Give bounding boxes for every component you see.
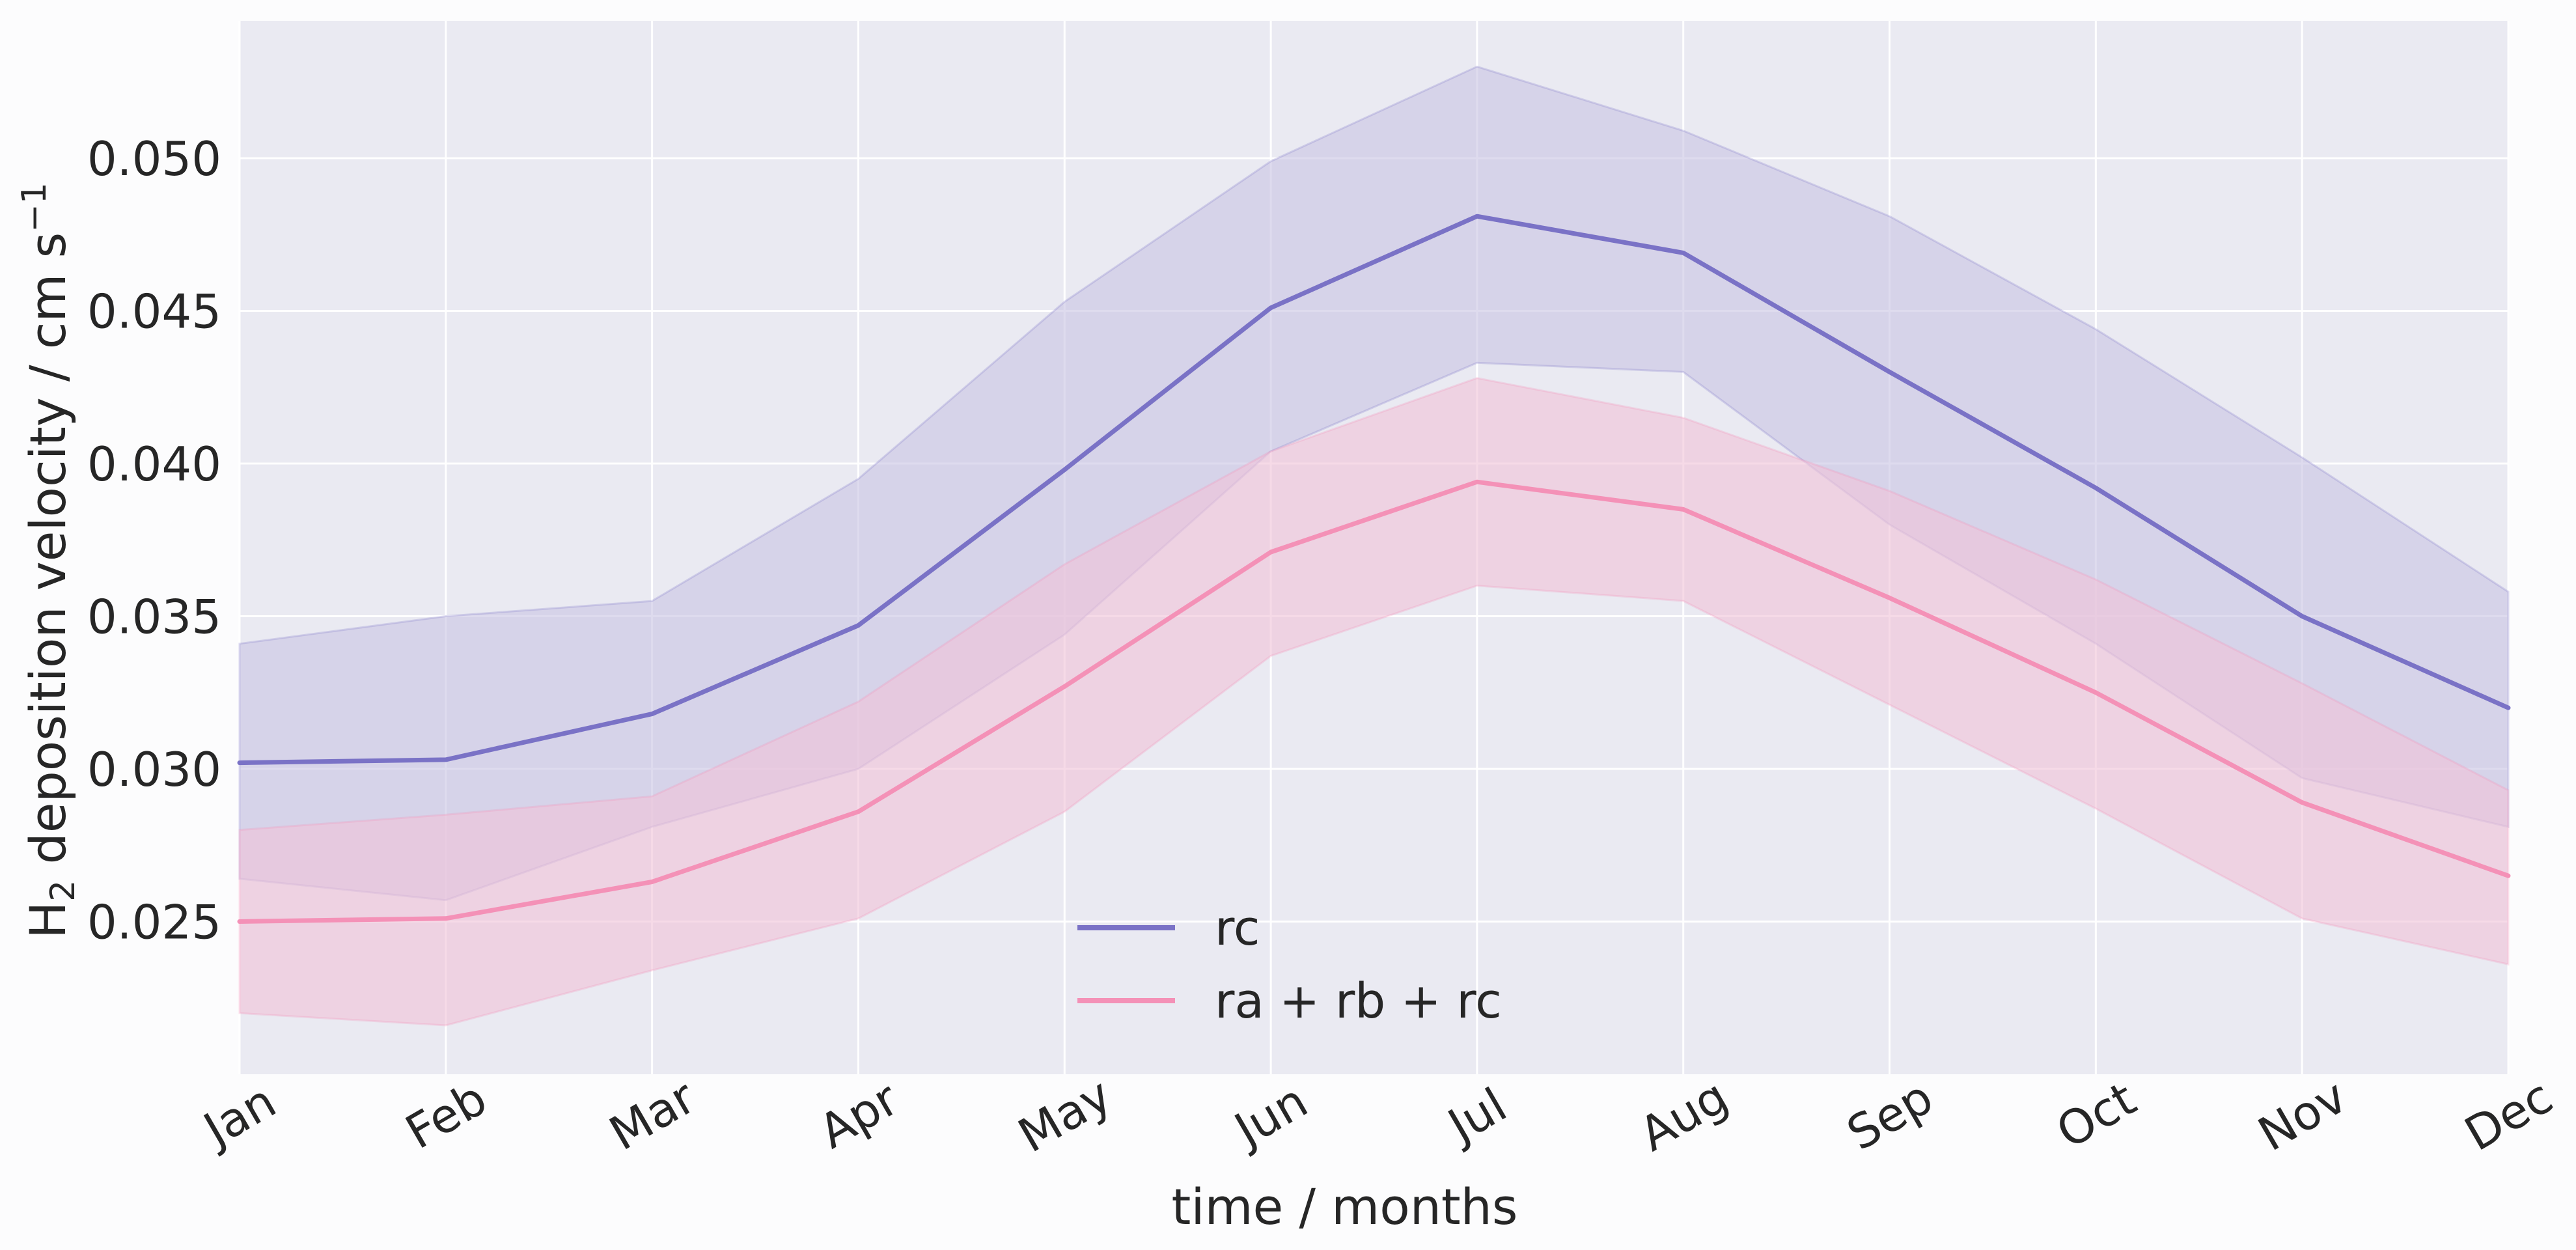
y-tick-label: 0.050 bbox=[87, 132, 221, 186]
series-line-rc bbox=[237, 214, 2511, 766]
data-point-ra-rb-rc bbox=[1476, 480, 1478, 483]
legend-label: rc bbox=[1215, 900, 1260, 956]
x-tick-label: Mar bbox=[600, 1069, 704, 1161]
lines-group bbox=[237, 214, 2511, 924]
x-axis-label: time / months bbox=[1172, 1178, 1518, 1236]
x-tick-label: Sep bbox=[1838, 1070, 1942, 1161]
y-tick-label: 0.035 bbox=[87, 590, 221, 645]
data-point-ra-rb-rc bbox=[651, 881, 654, 883]
data-point-rc bbox=[1063, 468, 1066, 471]
data-point-ra-rb-rc bbox=[1889, 596, 1891, 599]
data-point-rc bbox=[651, 713, 654, 715]
y-tick-label: 0.025 bbox=[87, 895, 221, 950]
y-tick-label: 0.030 bbox=[87, 742, 221, 797]
data-point-rc bbox=[1682, 251, 1685, 254]
data-point-ra-rb-rc bbox=[1063, 685, 1066, 688]
x-tick-label: Feb bbox=[396, 1071, 495, 1160]
data-point-rc bbox=[1269, 307, 1272, 309]
legend-label: ra + rb + rc bbox=[1215, 973, 1502, 1029]
x-tick-label: May bbox=[1009, 1067, 1120, 1163]
band-ra-rb-rc bbox=[238, 377, 2510, 1027]
legend: rc ra + rb + rc bbox=[1077, 900, 1502, 1029]
bands-group bbox=[238, 65, 2510, 1027]
x-tick-label: Jul bbox=[1437, 1077, 1516, 1154]
x-tick-label: Jan bbox=[193, 1074, 285, 1158]
data-point-ra-rb-rc bbox=[1269, 551, 1272, 553]
x-tick-label: Aug bbox=[1630, 1068, 1737, 1161]
data-point-ra-rb-rc bbox=[238, 921, 241, 923]
data-point-ra-rb-rc bbox=[2507, 874, 2510, 877]
data-point-ra-rb-rc bbox=[857, 811, 859, 813]
series-line-ra-rb-rc bbox=[237, 479, 2511, 924]
data-point-rc bbox=[445, 758, 447, 761]
data-point-rc bbox=[1889, 370, 1891, 373]
data-point-rc bbox=[2507, 706, 2510, 709]
data-point-rc bbox=[238, 762, 241, 764]
y-tick-label: 0.045 bbox=[87, 285, 221, 339]
data-point-ra-rb-rc bbox=[2094, 691, 2097, 694]
data-point-rc bbox=[857, 624, 859, 627]
y-tick-label: 0.040 bbox=[87, 437, 221, 492]
x-tick-label: Apr bbox=[810, 1071, 907, 1159]
data-point-rc bbox=[2094, 487, 2097, 490]
y-axis-label: H2 deposition velocity / cm s−1 bbox=[15, 182, 83, 939]
x-tick-label: Oct bbox=[2047, 1071, 2145, 1159]
data-point-ra-rb-rc bbox=[1682, 508, 1685, 510]
data-point-rc bbox=[2301, 615, 2303, 618]
x-tick-label: Nov bbox=[2249, 1068, 2356, 1161]
x-tick-label: Jun bbox=[1223, 1073, 1316, 1158]
x-tick-label: Dec bbox=[2456, 1069, 2562, 1161]
data-point-ra-rb-rc bbox=[2301, 801, 2303, 804]
data-point-ra-rb-rc bbox=[445, 917, 447, 920]
data-point-rc bbox=[1476, 215, 1478, 217]
